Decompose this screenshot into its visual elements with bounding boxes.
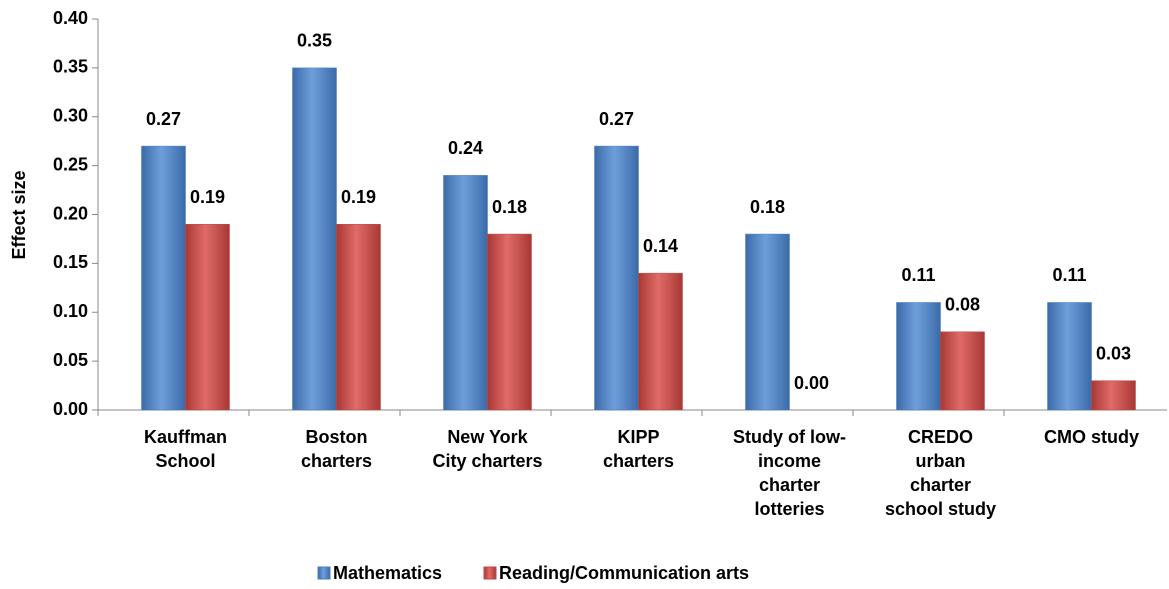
x-tick-label: charter — [910, 475, 971, 495]
bar — [594, 145, 639, 411]
x-tick-label: charters — [301, 451, 372, 471]
y-tick-label: 0.35 — [53, 57, 88, 77]
y-tick-label: 0.05 — [53, 350, 88, 370]
bar — [185, 224, 230, 411]
x-tick-label: charters — [603, 451, 674, 471]
bar — [940, 331, 985, 411]
value-label: 0.11 — [1052, 265, 1086, 285]
x-tick-label: KIPP — [617, 427, 659, 447]
value-label: 0.14 — [643, 236, 678, 256]
value-label: 0.27 — [599, 109, 634, 129]
bar — [896, 302, 941, 411]
x-tick-label: New York — [447, 427, 528, 447]
legend-swatch — [483, 566, 497, 580]
y-tick-label: 0.30 — [53, 106, 88, 126]
bar — [487, 233, 532, 411]
value-label: 0.03 — [1096, 343, 1131, 363]
legend-label: Reading/Communication arts — [499, 563, 749, 583]
x-tick-label: school study — [885, 499, 996, 519]
x-tick-label: CMO study — [1044, 427, 1139, 447]
x-tick-label: CREDO — [908, 427, 973, 447]
legend-swatch — [317, 566, 331, 580]
value-label: 0.19 — [190, 187, 225, 207]
bar — [638, 272, 683, 411]
bar — [1091, 380, 1136, 411]
x-tick-label: lotteries — [754, 499, 824, 519]
y-tick-label: 0.10 — [53, 301, 88, 321]
value-label: 0.18 — [492, 197, 527, 217]
y-tick-label: 0.20 — [53, 203, 88, 223]
bar — [1047, 302, 1092, 411]
value-label: 0.11 — [901, 265, 935, 285]
y-tick-label: 0.25 — [53, 154, 88, 174]
value-label: 0.24 — [448, 138, 483, 158]
x-tick-label: charter — [759, 475, 820, 495]
legend-label: Mathematics — [333, 563, 442, 583]
value-label: 0.18 — [750, 197, 785, 217]
y-tick-label: 0.15 — [53, 252, 88, 272]
value-label: 0.19 — [341, 187, 376, 207]
y-tick-label: 0.40 — [53, 8, 88, 28]
bar — [336, 224, 381, 411]
x-tick-label: urban — [915, 451, 965, 471]
x-tick-label: Boston — [306, 427, 368, 447]
bar — [292, 67, 337, 411]
value-label: 0.00 — [794, 373, 829, 393]
x-tick-label: School — [155, 451, 215, 471]
x-tick-label: Kauffman — [144, 427, 227, 447]
x-tick-label: Study of low- — [733, 427, 846, 447]
y-axis-title: Effect size — [9, 170, 29, 259]
value-label: 0.08 — [945, 295, 980, 315]
x-tick-label: income — [758, 451, 821, 471]
y-tick-label: 0.00 — [53, 399, 88, 419]
bar — [443, 175, 488, 411]
x-tick-label: City charters — [432, 451, 542, 471]
value-label: 0.27 — [146, 109, 181, 129]
bar — [141, 145, 186, 411]
bar — [745, 233, 790, 411]
value-label: 0.35 — [297, 31, 332, 51]
